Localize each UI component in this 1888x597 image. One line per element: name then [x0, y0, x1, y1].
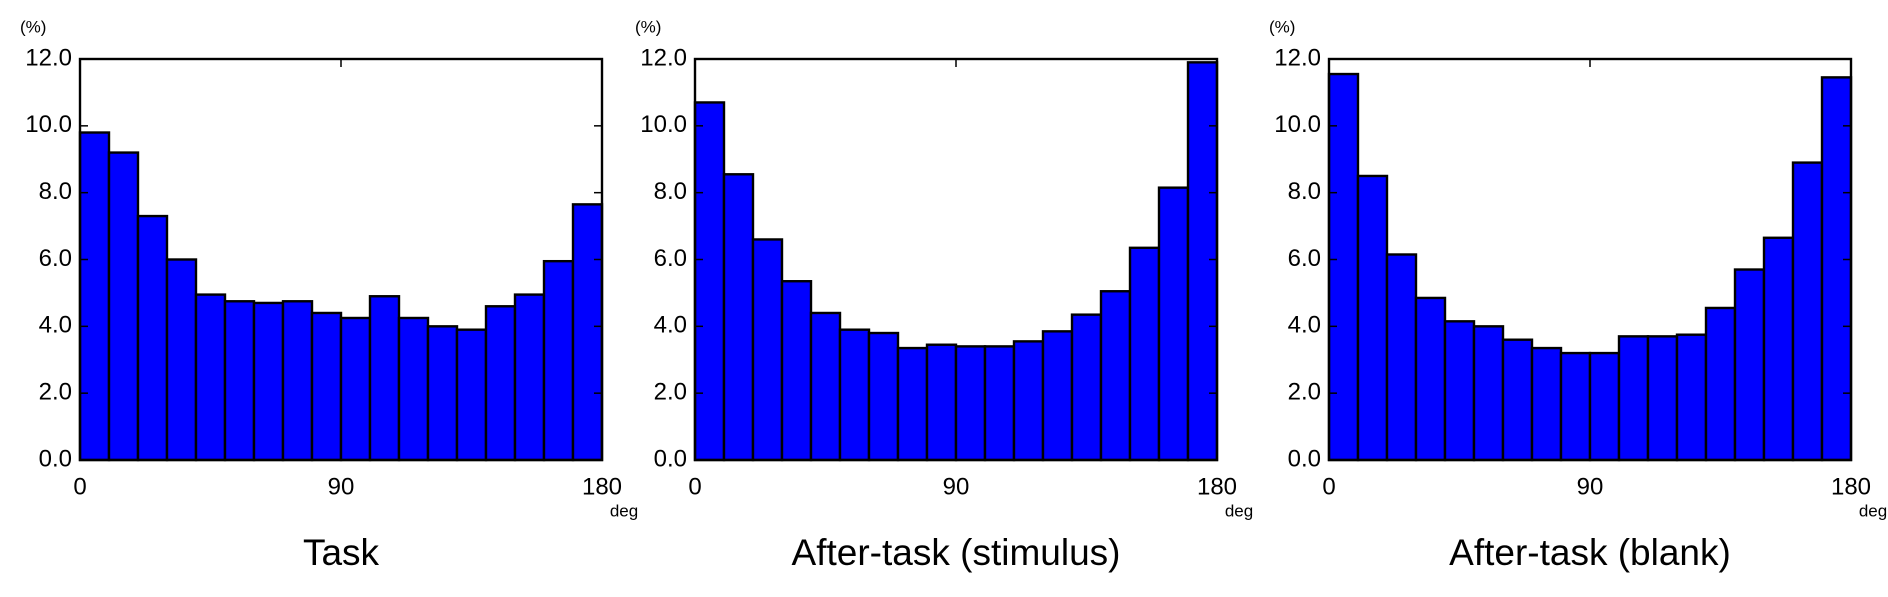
y-tick-label: 10.0 [1274, 111, 1321, 138]
bar [1646, 335, 1679, 462]
y-tick-label: 10.0 [640, 111, 687, 138]
y-tick-label: 8.0 [1288, 178, 1321, 205]
bar [780, 280, 813, 462]
y-tick-label: 2.0 [654, 379, 687, 406]
x-tick-label: 0 [688, 473, 701, 500]
bar [455, 328, 488, 462]
bar [1791, 161, 1824, 462]
bar [1559, 351, 1592, 462]
x-tick-label: 0 [1322, 473, 1335, 500]
bar [1501, 338, 1534, 462]
bar [252, 301, 285, 462]
bar [1443, 320, 1476, 462]
bar [1588, 351, 1621, 462]
bar [1472, 325, 1505, 462]
y-tick-label: 0.0 [654, 445, 687, 472]
y-tick-label: 6.0 [654, 245, 687, 272]
bar [751, 238, 784, 462]
bar [693, 101, 726, 462]
bar [1128, 246, 1161, 462]
bar [165, 258, 198, 462]
bar [1820, 76, 1853, 462]
bar [1675, 333, 1708, 462]
bar [1733, 268, 1766, 462]
bar [896, 346, 929, 462]
bar [809, 311, 842, 462]
bar [1356, 174, 1389, 462]
bar [1762, 236, 1795, 462]
chart-caption: After-task (stimulus) [792, 532, 1121, 573]
bar [954, 345, 987, 462]
bar [1530, 346, 1563, 462]
y-tick-label: 6.0 [1288, 245, 1321, 272]
bar [925, 343, 958, 462]
bar [484, 305, 517, 462]
bar [1327, 72, 1360, 462]
bar [1070, 313, 1103, 462]
bar [571, 203, 604, 462]
y-tick-label: 0.0 [39, 445, 72, 472]
bar [223, 300, 256, 462]
bar [513, 293, 546, 462]
bar [1186, 61, 1219, 462]
y-unit: (%) [1269, 17, 1295, 36]
bar [281, 300, 314, 462]
x-tick-label: 90 [328, 473, 355, 500]
bar [838, 328, 871, 462]
bar [1385, 253, 1418, 462]
bar [1157, 186, 1190, 462]
bar [1617, 335, 1650, 462]
bar [867, 331, 900, 462]
y-tick-label: 6.0 [39, 245, 72, 272]
bar [78, 131, 111, 462]
bar [1041, 330, 1074, 462]
x-tick-label: 180 [582, 473, 622, 500]
y-tick-label: 4.0 [654, 312, 687, 339]
bar [1012, 340, 1045, 462]
x-tick-label: 90 [943, 473, 970, 500]
y-tick-label: 8.0 [39, 178, 72, 205]
y-tick-label: 10.0 [25, 111, 72, 138]
bar [1704, 306, 1737, 462]
y-tick-label: 12.0 [640, 44, 687, 71]
y-tick-label: 4.0 [1288, 312, 1321, 339]
bar [194, 293, 227, 462]
y-tick-label: 8.0 [654, 178, 687, 205]
x-unit: deg [1859, 501, 1887, 520]
bar [368, 295, 401, 462]
chart-caption: Task [303, 532, 380, 573]
x-unit: deg [610, 501, 638, 520]
bar [1414, 296, 1447, 462]
x-tick-label: 90 [1577, 473, 1604, 500]
x-tick-label: 180 [1197, 473, 1237, 500]
y-tick-label: 4.0 [39, 312, 72, 339]
y-tick-label: 2.0 [39, 379, 72, 406]
y-unit: (%) [635, 17, 661, 36]
bar [722, 173, 755, 462]
x-tick-label: 180 [1831, 473, 1871, 500]
bar [107, 151, 140, 462]
x-unit: deg [1225, 501, 1253, 520]
chart-caption: After-task (blank) [1449, 532, 1731, 573]
y-tick-label: 2.0 [1288, 379, 1321, 406]
y-tick-label: 12.0 [1274, 44, 1321, 71]
y-tick-label: 0.0 [1288, 445, 1321, 472]
bar [310, 311, 343, 462]
y-tick-label: 12.0 [25, 44, 72, 71]
bar [1099, 290, 1132, 462]
bar [397, 316, 430, 462]
bar [136, 214, 169, 462]
bar [339, 316, 372, 462]
x-tick-label: 0 [73, 473, 86, 500]
bar [983, 345, 1016, 462]
bar [542, 259, 575, 462]
bar [426, 325, 459, 462]
y-unit: (%) [20, 17, 46, 36]
